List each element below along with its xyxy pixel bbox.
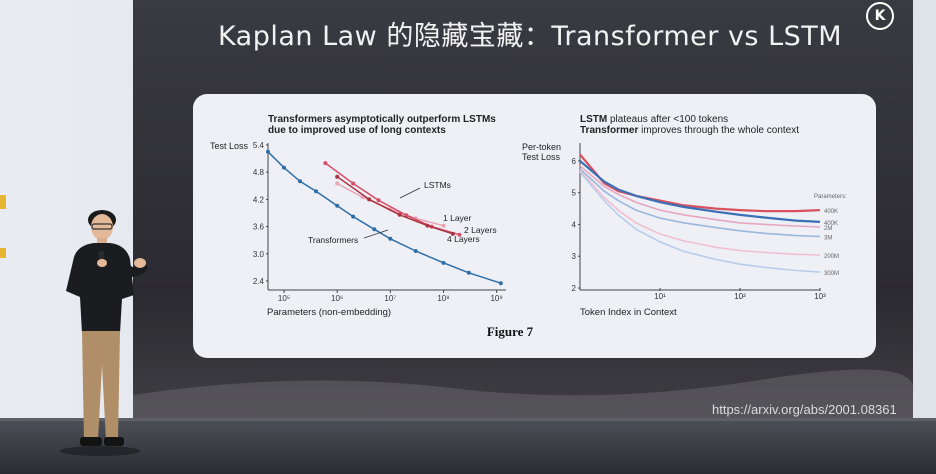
left-series-line (267, 151, 502, 284)
left-series-point (282, 165, 287, 170)
left-series-point (376, 198, 381, 203)
left-series-point (466, 270, 471, 275)
left-x-tick-label: 10⁸ (437, 294, 449, 303)
left-series-point (323, 161, 328, 166)
right-y-tick-label: 6 (572, 157, 577, 166)
left-series-point (298, 179, 303, 184)
speaker-shoe-right (104, 437, 124, 446)
left-chart-title-line1: Transformers asymptotically outperform L… (268, 114, 496, 125)
transformers-annotation-arrow (363, 229, 389, 239)
left-y-tick-label: 2.4 (253, 277, 265, 286)
right-title-rest-2: improves through the whole context (638, 125, 800, 136)
right-legend-label: 2M (824, 226, 832, 232)
speaker-arm-raised (118, 257, 148, 277)
left-chart-annotation: 2 Layers (464, 225, 497, 235)
left-series-point (351, 181, 356, 186)
right-y-tick-label: 3 (572, 252, 577, 261)
left-x-tick-label: 10⁶ (331, 294, 343, 303)
left-x-tick-label: 10⁹ (490, 294, 502, 303)
right-series-line (579, 153, 821, 213)
right-y-tick-label: 4 (572, 220, 577, 229)
right-legend-label: 400K (824, 221, 838, 227)
right-series-line (579, 165, 821, 228)
speaker-shadow (60, 446, 140, 456)
left-y-tick-label: 4.2 (253, 195, 265, 204)
speaker-face (91, 214, 113, 240)
left-y-tick-label: 3.6 (253, 223, 265, 232)
right-legend-label: 200M (824, 254, 839, 260)
left-x-axis-label: Parameters (non-embedding) (267, 307, 392, 318)
speaker (60, 210, 148, 456)
left-series-point (397, 212, 402, 217)
lstm-annotation-arrow (399, 187, 421, 199)
right-x-tick-label: 10³ (814, 292, 826, 301)
speaker-sweater (66, 243, 134, 333)
right-x-tick-label: 10¹ (654, 292, 666, 301)
left-chart-title-line2: due to improved use of long contexts (268, 125, 446, 136)
left-chart-annotation: 4 Layers (447, 234, 480, 244)
left-series-point (372, 227, 377, 232)
figure-caption: Figure 7 (486, 324, 534, 339)
left-chart-annotation: LSTMs (424, 180, 451, 190)
left-chart-annotation: 1 Layer (443, 213, 472, 223)
speaker-glasses (91, 223, 113, 230)
left-chart-annotation: Transformers (308, 235, 358, 245)
k-logo: K (866, 2, 894, 30)
right-series-line (579, 169, 821, 256)
left-series-point (498, 281, 503, 286)
right-y-tick-label: 2 (572, 284, 577, 293)
left-series-point (425, 223, 430, 228)
figure-panel (193, 94, 876, 358)
left-series-point (335, 181, 340, 186)
left-series-point (266, 149, 270, 154)
speaker-trousers (82, 331, 120, 441)
speaker-neck (97, 238, 107, 244)
slide-title: Kaplan Law 的隐藏宝藏：Transformer vs LSTM (217, 21, 843, 52)
right-x-tick-label: 10² (734, 292, 746, 301)
left-series-point (351, 214, 356, 219)
right-legend-label: 400K (824, 209, 838, 215)
arxiv-link[interactable]: https://arxiv.org/abs/2001.08361 (712, 402, 897, 417)
right-y-axis-label-line1: Per-token (522, 142, 562, 152)
speaker-hand (134, 258, 146, 268)
right-series-line (579, 171, 821, 273)
left-series-point (367, 197, 372, 202)
left-series-point (335, 174, 340, 179)
right-series-line (579, 160, 821, 223)
right-legend-title: Parameters: (814, 194, 847, 200)
right-title-bold-2: Transformer (580, 125, 639, 136)
left-x-tick-label: 10⁵ (278, 294, 290, 303)
right-chart-title-line2: Transformer improves through the whole c… (580, 125, 799, 136)
left-y-tick-label: 4.8 (253, 168, 265, 177)
left-series-point (450, 231, 455, 236)
left-series-point (441, 260, 446, 265)
left-series-point (388, 236, 393, 241)
right-x-axis-label: Token Index in Context (580, 307, 677, 318)
left-series-point (314, 189, 319, 194)
left-y-axis-label: Test Loss (210, 141, 249, 151)
left-series-point (413, 249, 418, 254)
left-series-point (335, 203, 340, 208)
speaker-shoe-left (80, 437, 102, 446)
right-y-tick-label: 5 (572, 189, 577, 198)
speaker-hand-mic (97, 259, 107, 267)
right-title-rest-1: plateaus after <100 tokens (607, 114, 729, 125)
left-y-tick-label: 3.0 (253, 250, 265, 259)
left-series-point (457, 232, 462, 237)
left-y-tick-label: 5.4 (253, 141, 265, 150)
right-legend-label: 3M (824, 236, 832, 242)
left-x-tick-label: 10⁷ (384, 294, 396, 303)
right-title-bold-1: LSTM (580, 114, 608, 125)
right-y-axis-label-line2: Test Loss (522, 152, 561, 162)
right-chart-title-line1: LSTM plateaus after <100 tokens (580, 114, 728, 125)
right-series-line (579, 168, 821, 238)
right-legend-label: 300M (824, 271, 839, 277)
left-plot-area: 5.4 4.8 4.2 3.6 3.0 2.4 10⁵ 10⁶ 10⁷ 10⁸ 10⁹ LSTMs Tr… (253, 141, 503, 303)
left-series-point (441, 223, 446, 228)
